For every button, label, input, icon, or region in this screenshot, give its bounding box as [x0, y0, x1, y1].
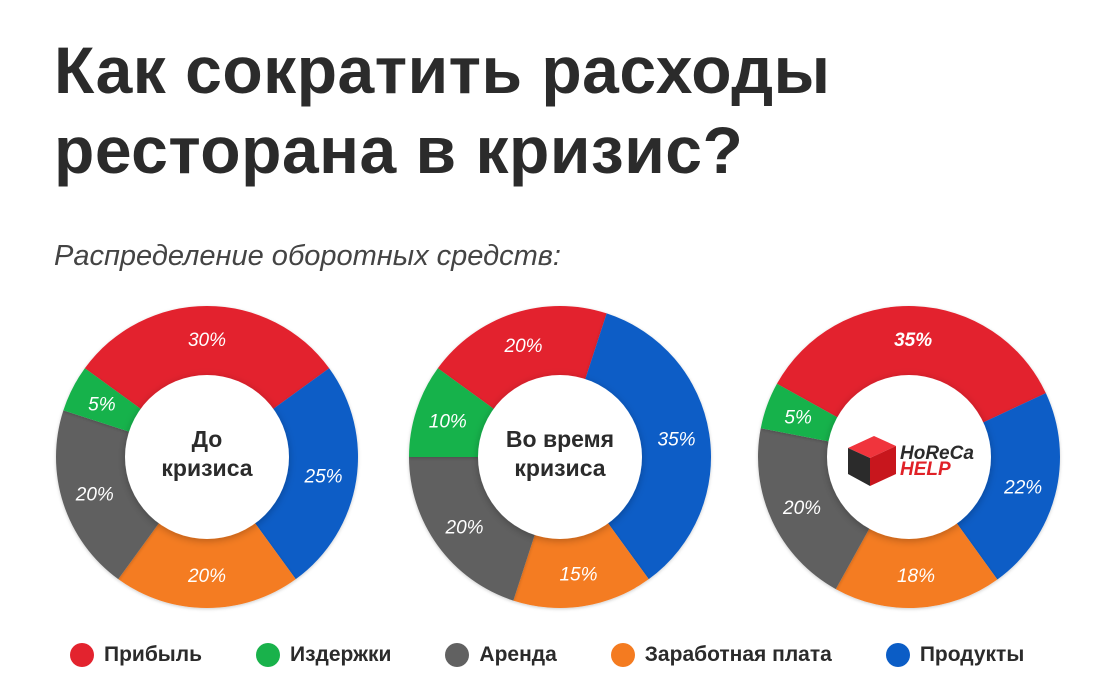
cube-icon: [848, 436, 896, 486]
donut-center-label: До: [192, 426, 223, 452]
legend-label: Заработная плата: [644, 643, 832, 666]
slice-label-rent: 20%: [782, 498, 821, 519]
donut-slice-products: [584, 313, 711, 580]
slice-label-salary: 20%: [187, 566, 226, 587]
donut-slice-profit: [776, 306, 1046, 424]
slice-label-products: 35%: [658, 430, 696, 451]
logo-line-2: HELP: [900, 459, 951, 480]
donut-chart-2: 20% 35% 15% 20% 10% Во время кризиса: [409, 306, 711, 608]
legend-dot-salary: [610, 643, 635, 667]
slice-label-profit: 35%: [894, 330, 932, 351]
legend-label: Издержки: [290, 643, 392, 666]
legend-item-profit: Прибыль: [70, 643, 202, 667]
legend-dot-products: [885, 643, 910, 667]
page-title: Как сократить расходы ресторана в кризис…: [54, 30, 831, 190]
donut-chart-1: 30% 25% 20% 20% 5% До кризиса: [56, 305, 359, 608]
legend-item-rent: Аренда: [445, 643, 557, 667]
horeca-help-logo: HoReCa HELP: [844, 430, 980, 490]
legend-item-costs: Издержки: [256, 643, 391, 667]
slice-label-products: 25%: [304, 466, 343, 487]
donut-center-label: кризиса: [514, 455, 605, 481]
slice-label-salary: 18%: [897, 566, 935, 587]
donut-slice-salary: [118, 521, 296, 608]
title-line-1: Как сократить расходы: [54, 33, 831, 107]
donut-slice-rent: [409, 457, 536, 601]
slice-label-rent: 20%: [75, 484, 114, 505]
slice-label-salary: 15%: [559, 565, 597, 586]
legend-dot-costs: [256, 643, 280, 667]
chart-subtitle: Распределение оборотных средств:: [54, 240, 561, 272]
donut-hole: [478, 375, 642, 539]
logo-line-1: HoReCa: [900, 443, 974, 464]
legend-label: Прибыль: [104, 643, 202, 666]
donut-slice-salary: [835, 521, 998, 608]
slice-label-rent: 20%: [445, 517, 484, 538]
slice-label-costs: 5%: [784, 408, 812, 429]
legend-dot-profit: [70, 643, 94, 667]
legend-label: Аренда: [479, 643, 557, 666]
donut-hole: [125, 375, 289, 539]
donut-slice-products: [955, 393, 1060, 580]
donut-chart-3: 35% 22% 18% 20% 5%: [758, 306, 1060, 608]
legend-dot-rent: [445, 643, 470, 667]
slice-label-costs: 5%: [88, 394, 116, 415]
donut-slice-profit: [437, 306, 607, 410]
title-line-2: ресторана в кризис?: [54, 113, 744, 187]
slice-label-products: 22%: [1003, 478, 1042, 499]
donut-slice-costs: [760, 383, 840, 442]
legend-item-salary: Заработная плата: [610, 643, 832, 667]
legend-item-products: Продукты: [885, 643, 1025, 667]
donut-center-label: Во время: [506, 426, 614, 452]
donut-slice-costs: [409, 368, 496, 457]
donut-slice-costs: [63, 368, 143, 433]
legend: Прибыль Издержки Аренда Заработная плата…: [70, 637, 1070, 673]
donut-slice-rent: [56, 410, 160, 580]
donut-slice-profit: [84, 305, 330, 410]
donut-slice-rent: [758, 428, 871, 590]
donut-hole: [827, 375, 991, 539]
slice-label-profit: 30%: [188, 330, 226, 351]
legend-label: Продукты: [919, 643, 1025, 666]
slice-label-costs: 10%: [429, 412, 467, 433]
donut-center-label: кризиса: [161, 455, 252, 481]
slice-label-profit: 20%: [504, 336, 543, 357]
donut-slice-salary: [513, 521, 649, 608]
